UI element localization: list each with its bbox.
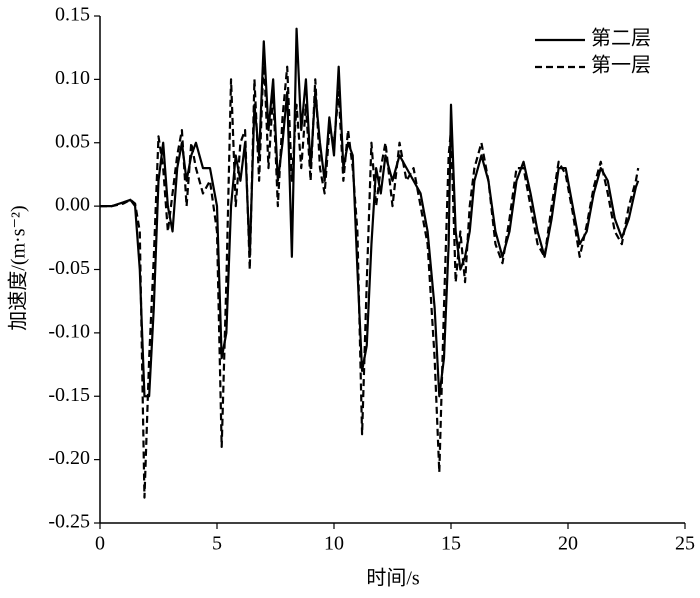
y-tick-label: 0.15 [55,4,90,26]
y-tick-label: -0.25 [48,511,90,533]
x-tick-label: 20 [558,533,578,555]
x-tick-label: 5 [212,533,222,555]
legend-label: 第二层 [591,27,651,50]
y-tick-label: -0.10 [48,320,90,342]
y-tick-label: -0.20 [48,447,90,469]
y-tick-label: -0.15 [48,384,90,406]
x-tick-label: 10 [324,533,344,555]
x-tick-label: 15 [441,533,461,555]
y-tick-label: 0.00 [55,194,90,216]
y-tick-label: -0.05 [48,257,90,279]
legend-label: 第一层 [591,54,651,77]
y-axis-label: 加速度/(m·s⁻²) [7,205,30,330]
data-line [100,27,640,398]
data-line [100,52,640,499]
x-axis-label: 时间/s [366,567,420,590]
x-tick-label: 0 [95,533,105,555]
x-tick-label: 25 [675,533,695,555]
y-tick-label: 0.10 [55,67,90,89]
y-tick-label: 0.05 [55,130,90,152]
